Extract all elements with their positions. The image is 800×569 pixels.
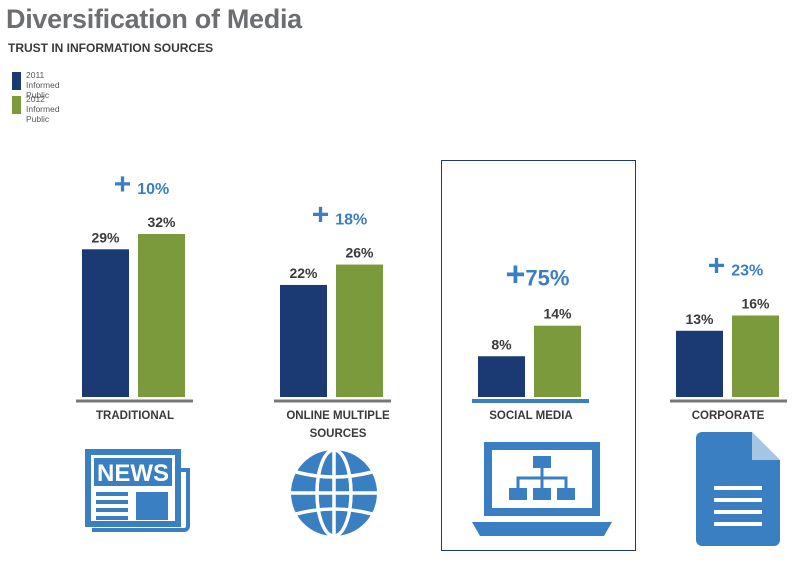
- change-value-corporate: 23%: [731, 263, 763, 280]
- bar-online-2011: [280, 284, 327, 397]
- change-value-online: 18%: [335, 212, 367, 229]
- category-label-social-media: SOCIAL MEDIA: [489, 410, 573, 422]
- legend-label-2012: 2012 Informed Public: [26, 94, 60, 124]
- data-label-social-media-2012: 14%: [543, 306, 572, 322]
- data-label-online-2012: 26%: [345, 245, 374, 261]
- bar-social-media-2011: [478, 356, 525, 397]
- bar-social-media-2012: [534, 325, 581, 397]
- data-label-social-media-2011: 8%: [491, 336, 512, 352]
- change-label-social-media: +75%: [506, 256, 570, 294]
- change-label-traditional: +10%: [114, 168, 170, 201]
- legend-label-2011: 2011 Informed Public: [26, 70, 60, 100]
- data-label-corporate-2012: 16%: [741, 296, 770, 312]
- change-plus-online: +: [312, 199, 330, 232]
- page-title: Diversification of Media: [6, 4, 302, 34]
- legend-swatch-2012: [12, 96, 21, 114]
- page-subtitle: TRUST IN INFORMATION SOURCES: [8, 41, 214, 55]
- change-value-social-media: 75%: [525, 266, 569, 291]
- change-value-traditional: 10%: [137, 181, 169, 198]
- category-label-online: ONLINE MULTIPLE SOURCES: [268, 407, 408, 443]
- change-plus-social-media: +: [506, 256, 526, 294]
- category-label-corporate: CORPORATE: [691, 410, 765, 422]
- data-label-online-2011: 22%: [289, 265, 318, 281]
- data-label-corporate-2011: 13%: [685, 311, 714, 327]
- data-label-traditional-2011: 29%: [91, 229, 120, 245]
- laptop-network-icon: [472, 442, 612, 536]
- bar-traditional-2012: [138, 234, 185, 397]
- social-media-highlight-box: [441, 160, 636, 551]
- data-label-traditional-2012: 32%: [147, 214, 176, 230]
- category-label-online-text: ONLINE MULTIPLE SOURCES: [286, 410, 390, 440]
- change-label-corporate: +23%: [708, 250, 764, 283]
- bar-corporate-2011: [676, 330, 723, 397]
- change-plus-corporate: +: [708, 250, 726, 283]
- newspaper-icon-text: NEWS: [97, 460, 169, 487]
- bar-corporate-2012: [732, 315, 779, 397]
- globe-icon: [291, 448, 377, 538]
- bar-online-2012: [336, 264, 383, 397]
- document-icon: [696, 432, 780, 546]
- change-label-online: +18%: [312, 199, 368, 232]
- bar-traditional-2011: [82, 249, 129, 397]
- change-plus-traditional: +: [114, 168, 132, 201]
- newspaper-icon: NEWS: [85, 449, 190, 532]
- category-label-traditional: TRADITIONAL: [96, 410, 174, 422]
- legend-swatch-2011: [12, 72, 21, 90]
